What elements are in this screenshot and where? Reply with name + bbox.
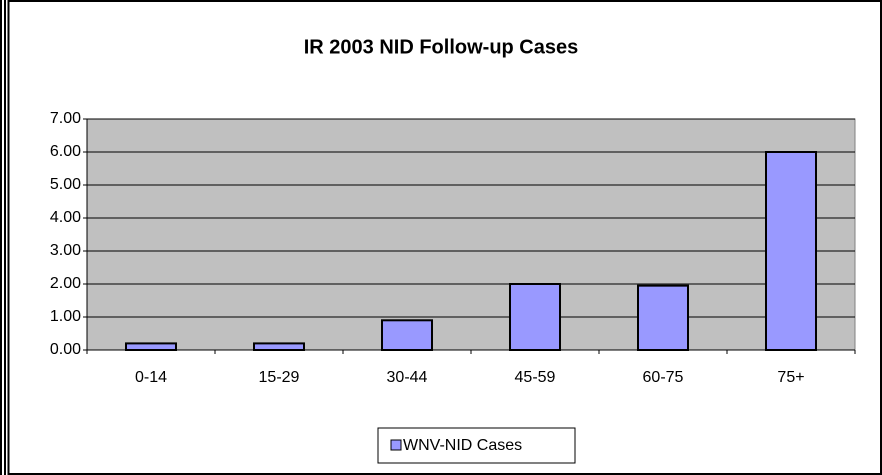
y-tick-label: 2.00 xyxy=(50,275,81,292)
y-tick-label: 4.00 xyxy=(50,209,81,226)
x-tick-label: 75+ xyxy=(777,369,804,386)
chart-frame xyxy=(7,0,882,475)
bar xyxy=(253,342,305,351)
y-tick-label: 7.00 xyxy=(50,110,81,127)
legend-swatch xyxy=(390,439,402,451)
y-tick-label: 1.00 xyxy=(50,308,81,325)
bar xyxy=(381,319,433,351)
bar xyxy=(509,283,561,351)
y-tick-label: 5.00 xyxy=(50,176,81,193)
x-tick-label: 30-44 xyxy=(387,369,428,386)
y-tick-label: 6.00 xyxy=(50,143,81,160)
bar xyxy=(637,284,689,351)
chart-title: IR 2003 NID Follow-up Cases xyxy=(304,36,579,58)
x-tick-label: 15-29 xyxy=(259,369,300,386)
legend-box xyxy=(377,427,576,464)
plot-area xyxy=(86,118,856,351)
y-tick-label: 3.00 xyxy=(50,242,81,259)
x-tick-label: 60-75 xyxy=(643,369,684,386)
x-tick-label: 0-14 xyxy=(135,369,167,386)
bar xyxy=(765,151,817,351)
bar xyxy=(125,342,177,351)
y-tick-label: 0.00 xyxy=(50,341,81,358)
x-tick-label: 45-59 xyxy=(515,369,556,386)
legend-label: WNV-NID Cases xyxy=(403,437,522,454)
